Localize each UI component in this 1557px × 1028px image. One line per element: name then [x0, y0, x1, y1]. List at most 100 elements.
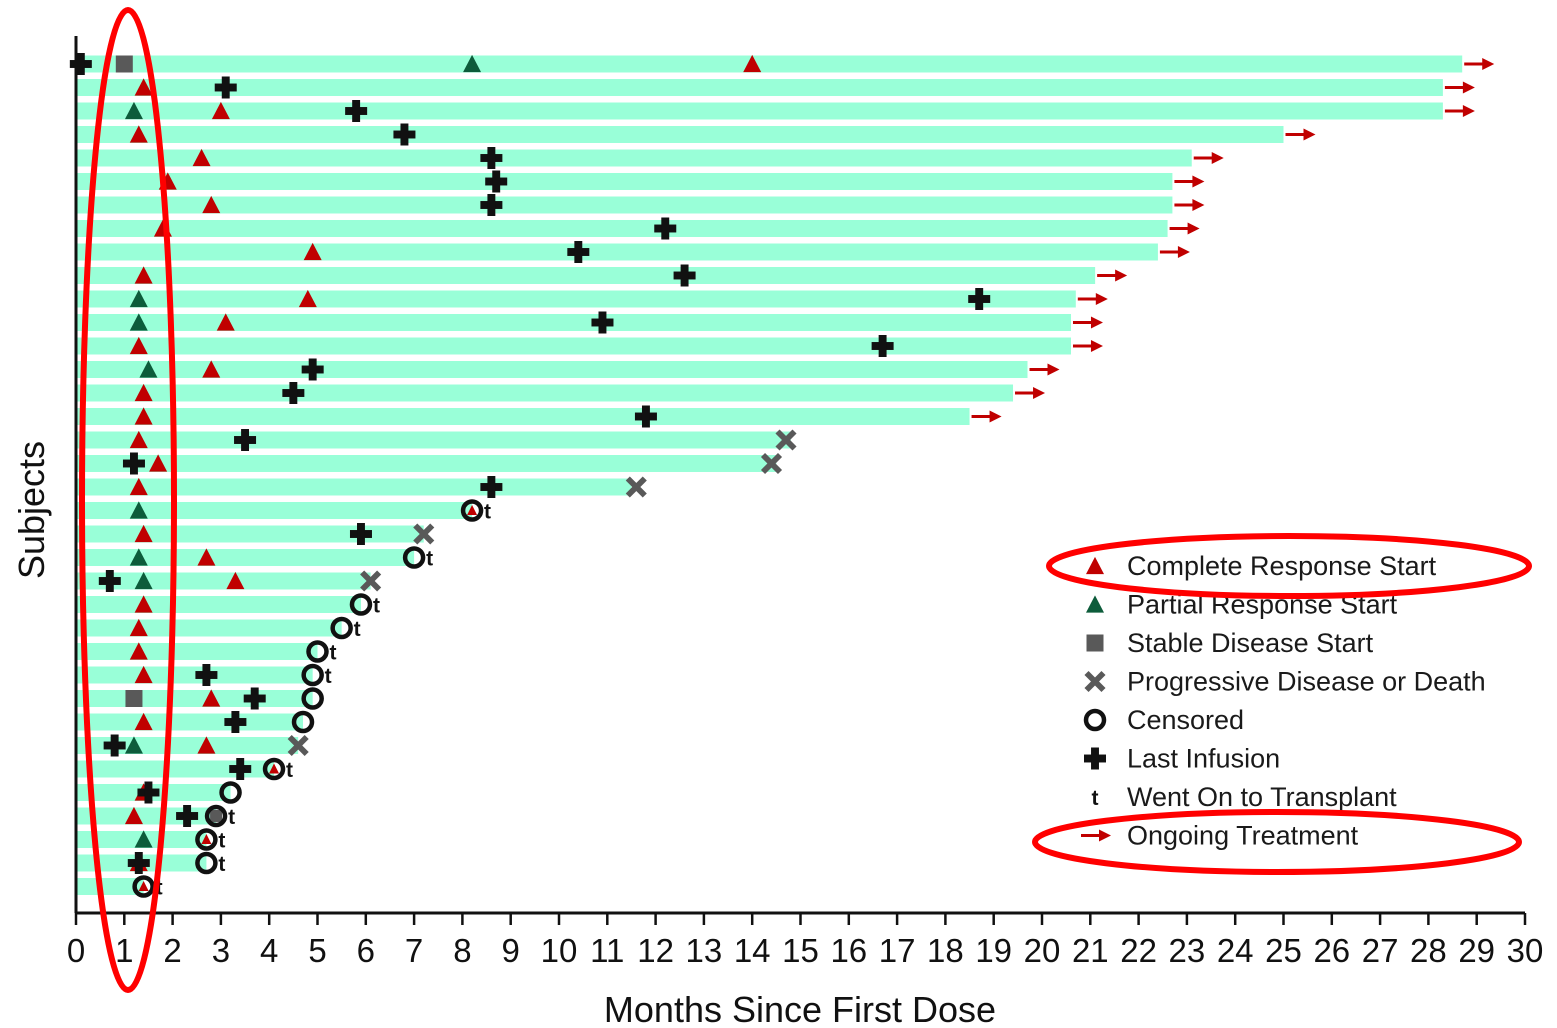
- legend-symbol-ongoing-head: [1099, 829, 1111, 842]
- subject-bar-31: [77, 760, 275, 778]
- pd-marker-21-b: [413, 523, 435, 545]
- x-tick-label-22: 22: [1120, 932, 1157, 969]
- ongoing-arrow-14-head: [1047, 363, 1060, 376]
- ongoing-arrow-11: [1077, 293, 1108, 305]
- infusion-marker-30-v: [110, 734, 119, 757]
- infusion-marker-28: [243, 687, 266, 710]
- ongoing-arrow-8: [1169, 222, 1200, 235]
- transplant-label-25: t: [354, 618, 361, 641]
- transplant-label-22: t: [426, 548, 433, 571]
- cens-inner-cr-31: [269, 763, 280, 774]
- subject-bar-36: [77, 878, 144, 895]
- legend-symbol-inf: [1084, 747, 1106, 770]
- legend-symbol-ongoing: [1081, 829, 1111, 842]
- infusion-marker-6-v: [492, 170, 501, 193]
- subject-bar-11: [77, 290, 1076, 308]
- subject-bar-8: [77, 220, 1168, 237]
- x-tick-label-16: 16: [830, 932, 867, 969]
- cr-marker-12: [216, 313, 235, 331]
- cr-marker-29: [134, 712, 153, 731]
- infusion-marker-27-v: [202, 664, 211, 686]
- ongoing-arrow-4: [1285, 128, 1316, 141]
- x-tick-label-9: 9: [502, 932, 520, 969]
- subject-bar-5: [77, 149, 1192, 167]
- subject-bar-9: [77, 243, 1158, 261]
- cr-marker-17: [129, 430, 148, 449]
- legend-label-ongoing: Ongoing Treatment: [1127, 821, 1359, 851]
- x-tick-label-25: 25: [1265, 932, 1302, 969]
- infusion-marker-30: [103, 734, 126, 757]
- censored-marker-34: [195, 828, 218, 851]
- censored-marker-36: [132, 875, 155, 898]
- transplant-label-24: t: [373, 595, 380, 618]
- cr-marker-3: [211, 101, 230, 120]
- ongoing-arrow-6-head: [1192, 175, 1205, 188]
- censored-marker-32: [219, 781, 242, 804]
- subject-bar-6: [77, 173, 1173, 190]
- infusion-marker-29-v: [231, 711, 240, 733]
- x-tick-label-21: 21: [1072, 932, 1109, 969]
- transplant-label-27: t: [325, 665, 332, 688]
- x-tick-label-26: 26: [1313, 932, 1350, 969]
- cr-marker-23: [226, 571, 245, 590]
- subject-bar-15: [77, 384, 1014, 402]
- infusion-marker-9-v: [574, 241, 583, 263]
- cens-inner-cr-34: [201, 834, 212, 844]
- ongoing-arrow-12: [1072, 316, 1103, 329]
- ongoing-arrow-5-head: [1211, 152, 1224, 164]
- ongoing-arrow-3-head: [1462, 105, 1475, 117]
- subject-bar-13: [77, 337, 1071, 355]
- cr-marker-21: [134, 524, 153, 543]
- legend-symbol-cr: [1086, 556, 1104, 575]
- pr-marker-30: [124, 736, 143, 754]
- x-tick-label-19: 19: [975, 932, 1012, 969]
- pd-marker-19: [625, 476, 647, 498]
- ongoing-arrow-15-head: [1033, 387, 1046, 399]
- infusion-marker-7-v: [487, 194, 496, 216]
- cr-marker-9: [303, 242, 322, 261]
- infusion-marker-16-v: [641, 405, 650, 428]
- highlight-ellipse-ongoing-treatment: [1032, 809, 1522, 875]
- x-tick-label-28: 28: [1410, 932, 1447, 969]
- ongoing-arrow-10-head: [1115, 269, 1128, 282]
- cr-marker-2: [134, 78, 153, 96]
- legend-label-t: Went On to Transplant: [1127, 782, 1397, 812]
- pr-marker-20: [129, 501, 148, 519]
- censored-marker-20: [460, 499, 484, 522]
- subject-bar-4: [77, 126, 1284, 143]
- infusion-marker-31-v: [236, 758, 245, 780]
- pr-marker-23: [134, 571, 153, 590]
- pd-marker-30: [287, 734, 309, 757]
- cr-marker-14: [202, 360, 221, 378]
- cr-marker-5: [192, 148, 211, 167]
- pd-marker-18-b: [760, 452, 783, 475]
- cr-marker-25: [129, 618, 148, 637]
- subject-bar-29: [77, 713, 304, 731]
- cens-inner-cr-36: [138, 881, 149, 891]
- transplant-label-35: t: [218, 853, 225, 876]
- ongoing-arrow-2-head: [1462, 81, 1475, 94]
- subject-bar-12: [77, 314, 1071, 331]
- infusion-marker-18-v: [130, 452, 138, 475]
- infusion-marker-19: [480, 476, 503, 498]
- infusion-marker-12-v: [598, 311, 607, 334]
- infusion-marker-17-v: [241, 429, 250, 451]
- x-tick-label-4: 4: [260, 932, 278, 969]
- ongoing-arrow-16-head: [989, 410, 1002, 423]
- ongoing-arrow-8-head: [1187, 222, 1200, 235]
- infusion-marker-3-v: [352, 100, 361, 122]
- cr-marker-33: [124, 806, 143, 825]
- ongoing-arrow-14: [1029, 363, 1060, 376]
- pr-marker-11: [129, 289, 148, 308]
- infusion-marker-13: [871, 335, 894, 357]
- ongoing-arrow-12-head: [1090, 316, 1103, 329]
- cr-marker-16: [134, 407, 153, 425]
- infusion-marker-14-v: [308, 358, 317, 381]
- cens-inner-sd-33: [210, 810, 223, 822]
- x-tick-label-24: 24: [1217, 932, 1254, 969]
- infusion-marker-8-v: [661, 217, 670, 240]
- subject-bar-14: [77, 361, 1028, 378]
